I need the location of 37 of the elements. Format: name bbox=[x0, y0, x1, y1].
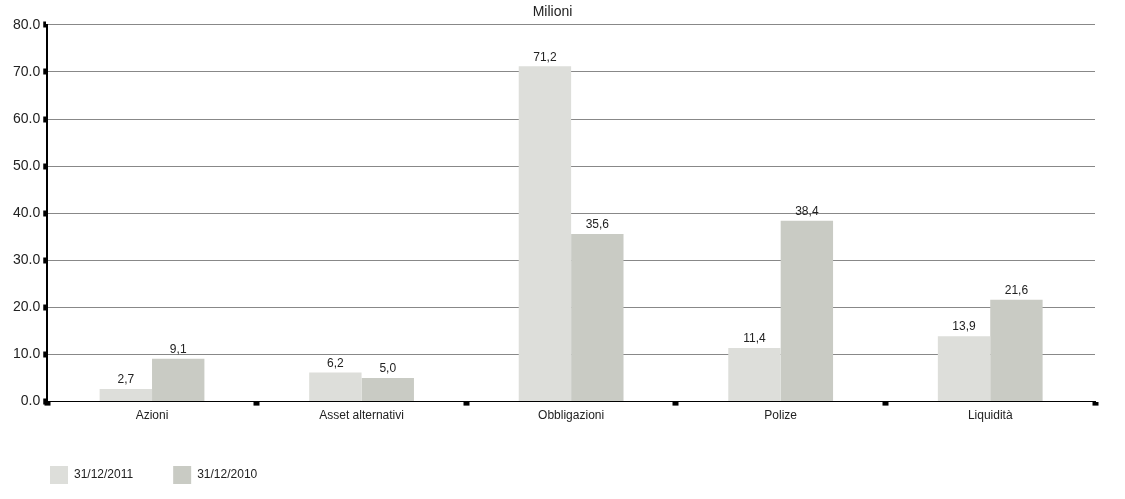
y-tick-label: 40.0 bbox=[13, 204, 41, 221]
data-label: 2,7 bbox=[117, 372, 135, 387]
data-label: 38,4 bbox=[795, 204, 819, 219]
y-tick-label: 50.0 bbox=[13, 156, 41, 173]
bar bbox=[728, 347, 781, 402]
bar bbox=[361, 378, 414, 402]
data-label: 5,0 bbox=[379, 361, 397, 376]
bar bbox=[780, 220, 834, 402]
bar bbox=[990, 299, 1043, 402]
x-tick-label: Asset alternativi bbox=[319, 408, 404, 423]
data-label: 6,2 bbox=[327, 355, 345, 370]
y-tick-label: 10.0 bbox=[13, 345, 41, 362]
legend-label: 31/12/2010 bbox=[197, 467, 258, 482]
bar bbox=[518, 66, 572, 402]
y-tick-label: 20.0 bbox=[13, 298, 41, 315]
chart-title: Milioni bbox=[532, 3, 573, 20]
bar bbox=[152, 358, 205, 402]
data-label: 11,4 bbox=[743, 331, 767, 346]
legend-label: 31/12/2011 bbox=[74, 467, 134, 482]
x-tick-label: Liquidità bbox=[967, 408, 1013, 423]
bar bbox=[309, 372, 362, 402]
x-tick-label: Obbligazioni bbox=[538, 408, 605, 423]
bar bbox=[937, 336, 991, 402]
data-label: 35,6 bbox=[585, 217, 610, 232]
data-label: 13,9 bbox=[952, 319, 977, 334]
bar bbox=[571, 233, 624, 402]
data-label: 71,2 bbox=[533, 49, 557, 64]
data-label: 21,6 bbox=[1004, 283, 1029, 298]
y-tick-label: 60.0 bbox=[13, 109, 41, 126]
y-tick-label: 80.0 bbox=[13, 15, 41, 32]
x-tick-label: Azioni bbox=[135, 408, 169, 423]
y-tick-label: 70.0 bbox=[13, 62, 41, 79]
data-label: 9,1 bbox=[169, 342, 187, 357]
bar bbox=[99, 388, 153, 402]
x-tick-label: Polize bbox=[764, 408, 798, 423]
y-tick-label: 30.0 bbox=[13, 251, 41, 268]
y-tick-label: 0.0 bbox=[20, 392, 41, 409]
